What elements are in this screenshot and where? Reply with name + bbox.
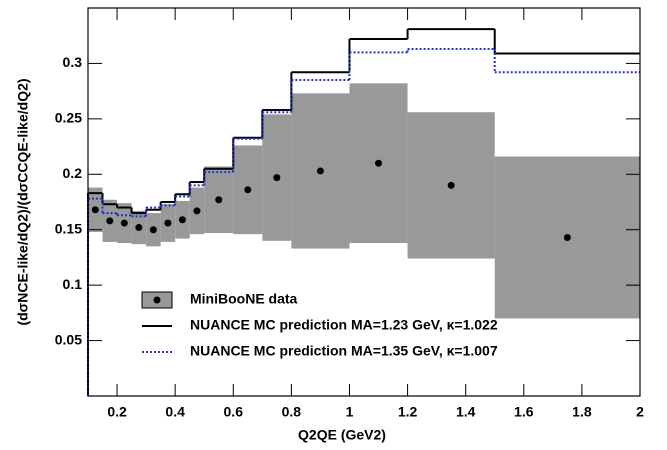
data-point	[120, 219, 128, 227]
plot-frame	[87, 7, 641, 397]
x-tick-label: 0.6	[224, 404, 244, 420]
x-tick-label: 2	[636, 404, 644, 420]
x-tick-label: 0.8	[282, 404, 302, 420]
data-point	[447, 181, 455, 189]
x-tick-label: 0.4	[165, 404, 185, 420]
data-point	[149, 226, 157, 234]
legend-label: NUANCE MC prediction MA=1.35 GeV, κ=1.00…	[190, 343, 498, 359]
y-tick-label: 0.25	[55, 110, 82, 126]
legend-label: NUANCE MC prediction MA=1.23 GeV, κ=1.02…	[190, 317, 498, 333]
data-point	[375, 159, 383, 167]
y-tick-label: 0.1	[63, 276, 83, 292]
x-tick-label: 1.4	[456, 404, 476, 420]
data-point	[91, 206, 99, 214]
data-point	[215, 196, 223, 204]
data-point	[193, 207, 201, 215]
data-point	[135, 223, 143, 231]
y-tick-label: 0.2	[63, 165, 83, 181]
x-tick-label: 1.2	[398, 404, 418, 420]
y-tick-label: 0.15	[55, 220, 82, 236]
x-tick-label: 1	[346, 404, 354, 420]
x-axis-label: Q2QE (GeV2)	[298, 427, 386, 443]
data-point	[244, 186, 252, 194]
x-tick-label: 0.2	[107, 404, 127, 420]
y-axis-label: (dσNCE-like/dQ2)/(dσCCQE-like/dQ2)	[15, 78, 31, 325]
data-point	[563, 233, 571, 241]
x-tick-label: 1.8	[572, 404, 592, 420]
data-point	[106, 217, 114, 225]
y-tick-label: 0.05	[55, 331, 82, 347]
data-point	[164, 219, 172, 227]
x-tick-label: 1.6	[514, 404, 534, 420]
y-tick-label: 0.3	[63, 54, 83, 70]
legend-label: MiniBooNE data	[190, 291, 298, 307]
data-point	[273, 174, 281, 182]
legend-marker	[153, 296, 161, 304]
data-point	[316, 167, 324, 175]
data-point	[178, 216, 186, 224]
